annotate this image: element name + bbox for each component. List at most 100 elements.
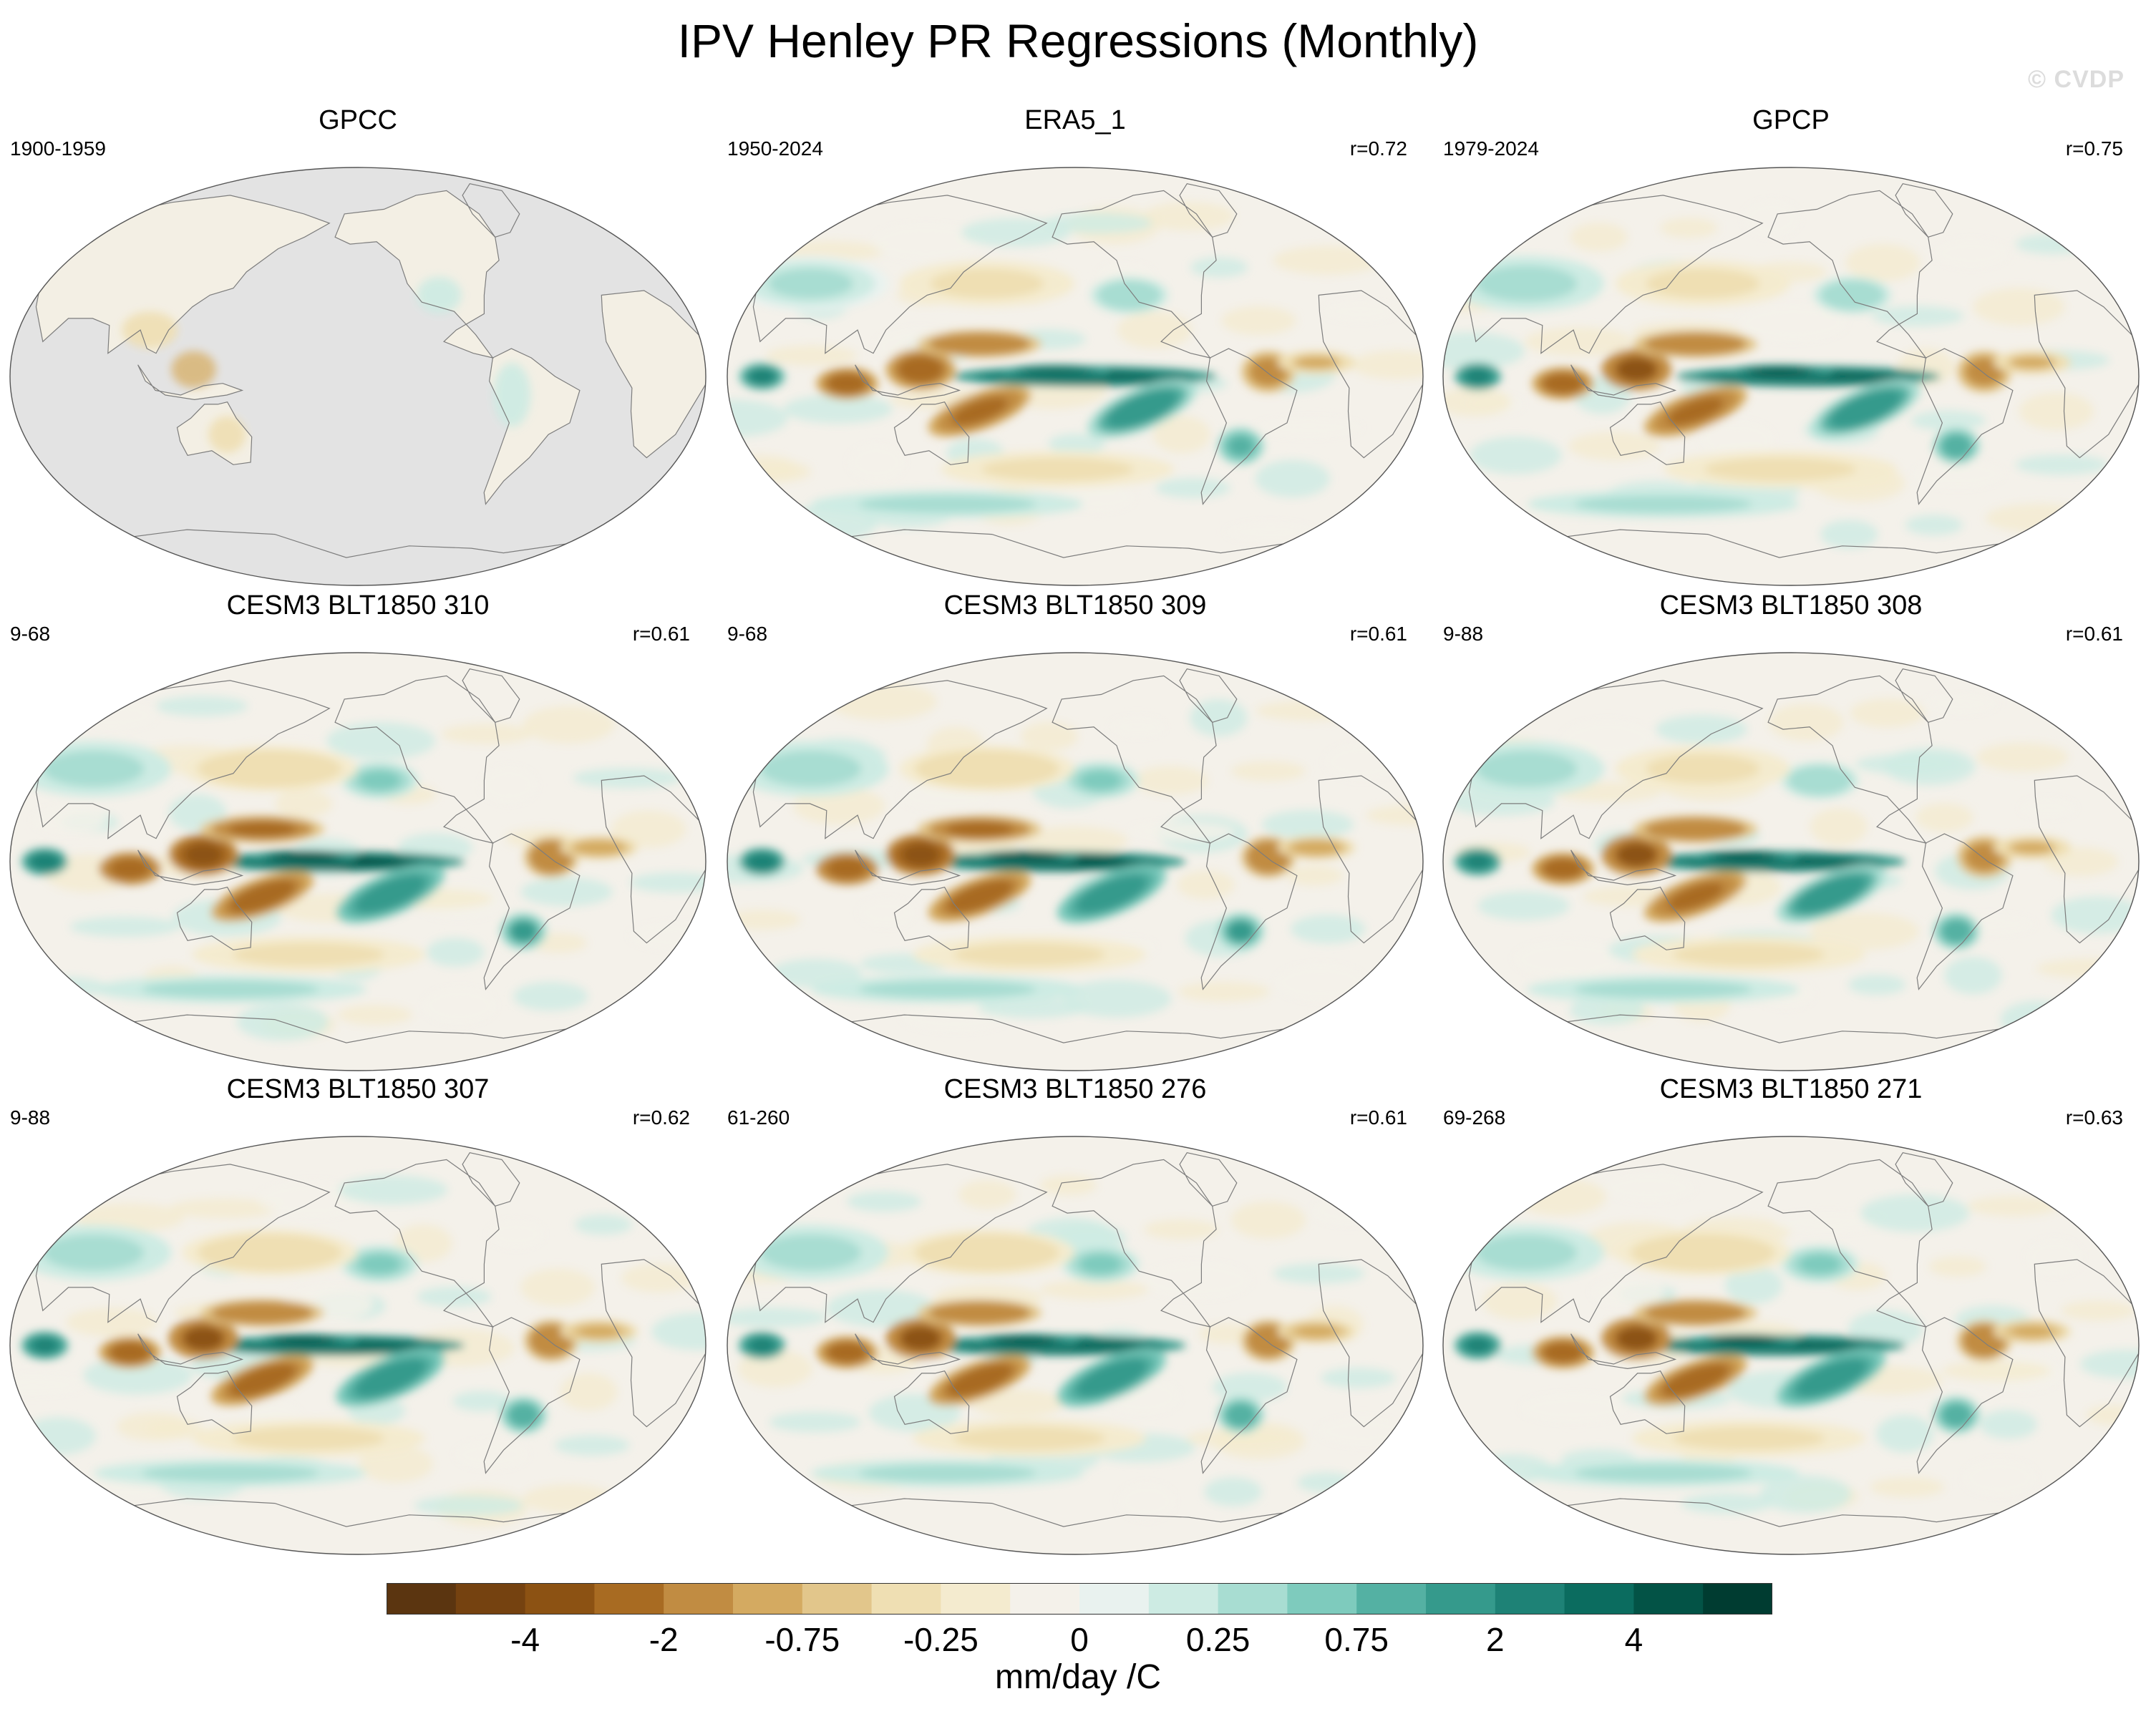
anomaly-blob [21, 1417, 96, 1455]
colorbar [387, 1583, 1772, 1615]
panel-period: 1900-1959 [10, 137, 106, 160]
panel-period: 9-88 [1443, 623, 1484, 645]
cvdp-watermark: © CVDP [2028, 66, 2125, 93]
anomaly-blob [273, 1337, 334, 1345]
coastline-greenland [462, 183, 520, 238]
anomaly-blob [75, 1203, 185, 1232]
anomaly-blob [578, 1325, 621, 1338]
anomaly-blob [1588, 981, 1738, 998]
anomaly-blob [1684, 944, 1812, 965]
colorbar-tick-label: -4 [510, 1621, 540, 1658]
anomaly-blob [1253, 845, 1283, 869]
anomaly-blob [1228, 436, 1254, 457]
anomaly-blob [452, 1391, 510, 1411]
anomaly-blob [171, 351, 216, 388]
coastline-antarctica [114, 1498, 601, 1554]
anomaly-blob [1910, 410, 1986, 431]
anomaly-blob [945, 1305, 1014, 1321]
anomaly-blob [1870, 1476, 1945, 1497]
anomaly-blob [749, 1338, 775, 1353]
anomaly-blob [1681, 1493, 1773, 1514]
anomaly-blob [1295, 841, 1338, 854]
anomaly-blob [1588, 496, 1738, 512]
colorbar-swatch [387, 1583, 457, 1615]
anomaly-blob [1213, 1373, 1288, 1402]
anomaly-blob [1973, 288, 2065, 326]
anomaly-blob [358, 770, 401, 791]
coastline-antarctica [1547, 1014, 2034, 1071]
anomaly-blob [1915, 803, 1973, 832]
anomaly-blob [965, 944, 1094, 965]
anomaly-blob [1256, 701, 1365, 721]
panel-pattern-correlation: r=0.75 [2065, 137, 2123, 160]
precip-regression-map [727, 652, 1424, 1071]
anomaly-blob [951, 397, 1008, 426]
anomaly-blob [1291, 915, 1366, 944]
colorbar-tick-label: 0.25 [1185, 1621, 1251, 1658]
anomaly-blob [971, 1389, 1064, 1418]
anomaly-blob [1545, 860, 1580, 878]
anomaly-blob [1477, 891, 1570, 920]
anomaly-blob [1944, 956, 2002, 994]
anomaly-blob [1855, 754, 1964, 774]
panel-title: CESM3 BLT1850 276 [943, 1074, 1207, 1104]
anomaly-blob [901, 843, 940, 867]
coastline-southAmerica [483, 833, 581, 990]
map-border [9, 1136, 706, 1555]
anomaly-blob [358, 1445, 433, 1483]
anomaly-blob [1588, 1465, 1738, 1481]
map-panel: CESM3 BLT1850 309 9-68 r=0.61 [717, 590, 1433, 1073]
panel-title: ERA5_1 [1024, 105, 1126, 135]
anomaly-blob [1660, 218, 1718, 238]
anomaly-blob [768, 1237, 853, 1268]
anomaly-blob [1568, 432, 1661, 461]
land-africa [601, 291, 706, 458]
colorbar-tick-labels: -4 -2 -0.75 -0.25 0 0.25 0.75 2 4 [0, 1620, 2156, 1663]
coastline-northAmerica [334, 1159, 500, 1328]
anomaly-blob [939, 1240, 1035, 1265]
anomaly-blob [414, 1495, 523, 1516]
anomaly-blob [1465, 369, 1491, 384]
anomaly-blob [830, 1343, 865, 1362]
anomaly-blob [536, 845, 566, 869]
anomaly-blob [1774, 1212, 1883, 1233]
anomaly-blob [1519, 1393, 1628, 1423]
anomaly-blob [793, 787, 885, 825]
anomaly-blob [2061, 1300, 2136, 1321]
anomaly-blob [1228, 921, 1254, 942]
anomaly-blob [1190, 698, 1248, 736]
anomaly-blob [1570, 223, 1628, 252]
anomaly-blob [1152, 416, 1210, 454]
anomaly-blob [1724, 1266, 1782, 1304]
anomaly-blob [2026, 1238, 2084, 1276]
anomaly-blob [1661, 336, 1729, 352]
land-northAmerica [335, 190, 500, 358]
coastline-africa [2034, 775, 2139, 944]
anomaly-blob [1969, 1329, 1999, 1353]
coastline-indonesia [1570, 364, 1677, 401]
anomaly-blob [1351, 350, 1423, 379]
anomaly-blob [1661, 1305, 1729, 1321]
panel-period: 9-68 [10, 623, 51, 645]
anomaly-blob [995, 1337, 1055, 1345]
anomaly-blob [768, 754, 853, 784]
anomaly-blob [1177, 870, 1235, 900]
precip-regression-map [9, 167, 706, 586]
anomaly-blob [1545, 1343, 1580, 1362]
anomaly-blob [1026, 368, 1086, 376]
anomaly-blob [1514, 1178, 1606, 1216]
anomaly-blob [873, 496, 1022, 512]
coastline-eurasia [752, 1164, 1048, 1323]
coastline-northAmerica [1767, 675, 1933, 844]
anomaly-blob [1261, 810, 1354, 839]
anomaly-blob [945, 336, 1014, 352]
anomaly-blob [1221, 306, 1296, 336]
anomaly-blob [1798, 770, 1842, 791]
coastline-antarctica [114, 1014, 601, 1071]
anomaly-blob [1274, 963, 1366, 1001]
anomaly-blob [523, 706, 615, 744]
anomaly-blob [1144, 1219, 1219, 1240]
panel-pattern-correlation: r=0.62 [632, 1106, 690, 1129]
anomaly-blob [1830, 285, 1874, 306]
colorbar-swatch [1287, 1583, 1357, 1615]
